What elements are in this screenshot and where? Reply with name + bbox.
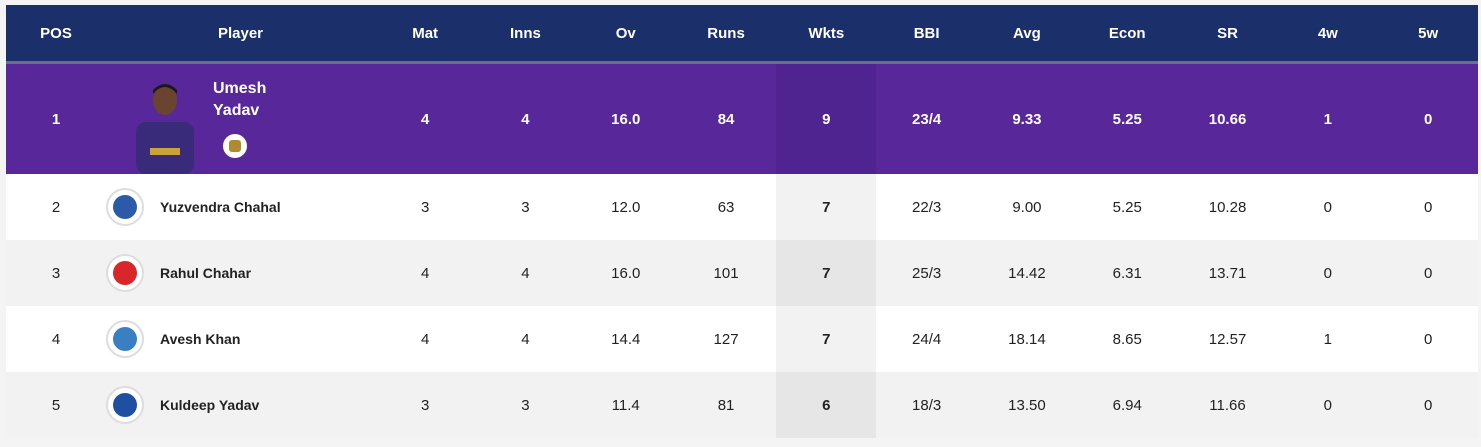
header-avg[interactable]: Avg (976, 5, 1078, 64)
pos-cell: 5 (6, 372, 106, 438)
header-inns[interactable]: Inns (475, 5, 576, 64)
stat-ov: 16.0 (575, 240, 676, 306)
stat-mat: 3 (375, 174, 476, 240)
stat-avg: 9.33 (976, 62, 1078, 174)
stat-ov: 14.4 (575, 306, 676, 372)
stat-5w: 0 (1377, 306, 1479, 372)
player-name[interactable]: Yuzvendra Chahal (160, 199, 281, 215)
stat-5w: 0 (1377, 240, 1479, 306)
stat-wkts: 7 (776, 174, 877, 240)
kkr-logo-icon (223, 134, 247, 158)
stat-mat: 4 (375, 62, 476, 174)
header-runs[interactable]: Runs (675, 5, 777, 64)
table-row[interactable]: 2 Yuzvendra Chahal 3 3 12.0 63 7 22/3 9.00 5.25 10… (6, 174, 1479, 240)
stat-avg: 14.42 (976, 240, 1078, 306)
stat-avg: 13.50 (976, 372, 1078, 438)
player-name[interactable]: Kuldeep Yadav (160, 397, 260, 413)
stat-inns: 4 (475, 62, 576, 174)
player-first-name: Umesh (213, 80, 267, 97)
player-name[interactable]: Avesh Khan (160, 331, 241, 347)
dc-logo-icon (106, 386, 144, 424)
table-row[interactable]: 5 Kuldeep Yadav 3 3 11.4 81 6 18/3 13.50 6.94 11.6… (6, 372, 1479, 438)
pbks-logo-icon (106, 254, 144, 292)
stat-sr: 13.71 (1177, 240, 1278, 306)
player-name[interactable]: Rahul Chahar (160, 265, 252, 281)
header-bbi[interactable]: BBI (876, 5, 977, 64)
stat-runs: 84 (675, 62, 777, 174)
header-4w[interactable]: 4w (1277, 5, 1378, 64)
stat-inns: 3 (475, 174, 576, 240)
stat-wkts: 7 (776, 306, 877, 372)
stat-inns: 4 (475, 240, 576, 306)
table-row[interactable]: 3 Rahul Chahar 4 4 16.0 101 7 25/3 14.42 6.31 13.7… (6, 240, 1479, 306)
player-last-name: Yadav (213, 102, 260, 119)
header-5w[interactable]: 5w (1377, 5, 1479, 64)
pos-cell: 1 (6, 62, 106, 174)
stat-bbi: 24/4 (876, 306, 977, 372)
player-photo (136, 84, 194, 174)
stat-ov: 16.0 (575, 62, 676, 174)
stat-4w: 0 (1277, 174, 1378, 240)
stat-wkts: 7 (776, 240, 877, 306)
stat-runs: 63 (675, 174, 777, 240)
stat-mat: 4 (375, 240, 476, 306)
table-row-leader[interactable]: 1 Umesh Yadav 4 4 16.0 84 9 23/4 9.33 5.25 10.66 1… (6, 62, 1479, 174)
stat-avg: 9.00 (976, 174, 1078, 240)
player-cell: Kuldeep Yadav (106, 372, 375, 438)
stat-5w: 0 (1377, 372, 1479, 438)
pos-cell: 3 (6, 240, 106, 306)
stat-4w: 1 (1277, 62, 1378, 174)
stat-4w: 1 (1277, 306, 1378, 372)
stat-bbi: 25/3 (876, 240, 977, 306)
stat-avg: 18.14 (976, 306, 1078, 372)
stat-econ: 6.94 (1077, 372, 1178, 438)
header-ov[interactable]: Ov (575, 5, 676, 64)
stat-sr: 10.66 (1177, 62, 1278, 174)
pos-cell: 4 (6, 306, 106, 372)
pos-cell: 2 (6, 174, 106, 240)
player-cell: Avesh Khan (106, 306, 375, 372)
stat-mat: 4 (375, 306, 476, 372)
stat-inns: 4 (475, 306, 576, 372)
stat-runs: 81 (675, 372, 777, 438)
stat-5w: 0 (1377, 174, 1479, 240)
stat-inns: 3 (475, 372, 576, 438)
stat-sr: 11.66 (1177, 372, 1278, 438)
stat-runs: 127 (675, 306, 777, 372)
stat-bbi: 23/4 (876, 62, 977, 174)
stat-econ: 5.25 (1077, 174, 1178, 240)
player-cell: Umesh Yadav (106, 62, 375, 174)
lsg-logo-icon (106, 320, 144, 358)
header-pos[interactable]: POS (6, 5, 106, 64)
stat-econ: 6.31 (1077, 240, 1178, 306)
stat-ov: 11.4 (575, 372, 676, 438)
stat-sr: 12.57 (1177, 306, 1278, 372)
table-row[interactable]: 4 Avesh Khan 4 4 14.4 127 7 24/4 18.14 8.65 12.57 1… (6, 306, 1479, 372)
stat-runs: 101 (675, 240, 777, 306)
stat-wkts: 9 (776, 62, 877, 174)
header-player[interactable]: Player (106, 5, 375, 64)
stat-econ: 8.65 (1077, 306, 1178, 372)
header-mat[interactable]: Mat (375, 5, 476, 64)
table-header: POS Player Mat Inns Ov Runs Wkts BBI Avg Econ SR 4w… (6, 5, 1479, 64)
bowling-leaderboard-table: POS Player Mat Inns Ov Runs Wkts BBI Avg Econ SR 4w… (6, 5, 1479, 438)
player-cell: Rahul Chahar (106, 240, 375, 306)
header-econ[interactable]: Econ (1077, 5, 1178, 64)
stat-econ: 5.25 (1077, 62, 1178, 174)
header-wkts[interactable]: Wkts (776, 5, 877, 64)
stat-bbi: 22/3 (876, 174, 977, 240)
stat-bbi: 18/3 (876, 372, 977, 438)
player-name[interactable]: Umesh Yadav (213, 78, 266, 122)
header-sr[interactable]: SR (1177, 5, 1278, 64)
rr-logo-icon (106, 188, 144, 226)
stat-wkts: 6 (776, 372, 877, 438)
stat-sr: 10.28 (1177, 174, 1278, 240)
stat-mat: 3 (375, 372, 476, 438)
stat-4w: 0 (1277, 372, 1378, 438)
player-cell: Yuzvendra Chahal (106, 174, 375, 240)
stat-ov: 12.0 (575, 174, 676, 240)
stat-5w: 0 (1377, 62, 1479, 174)
stat-4w: 0 (1277, 240, 1378, 306)
